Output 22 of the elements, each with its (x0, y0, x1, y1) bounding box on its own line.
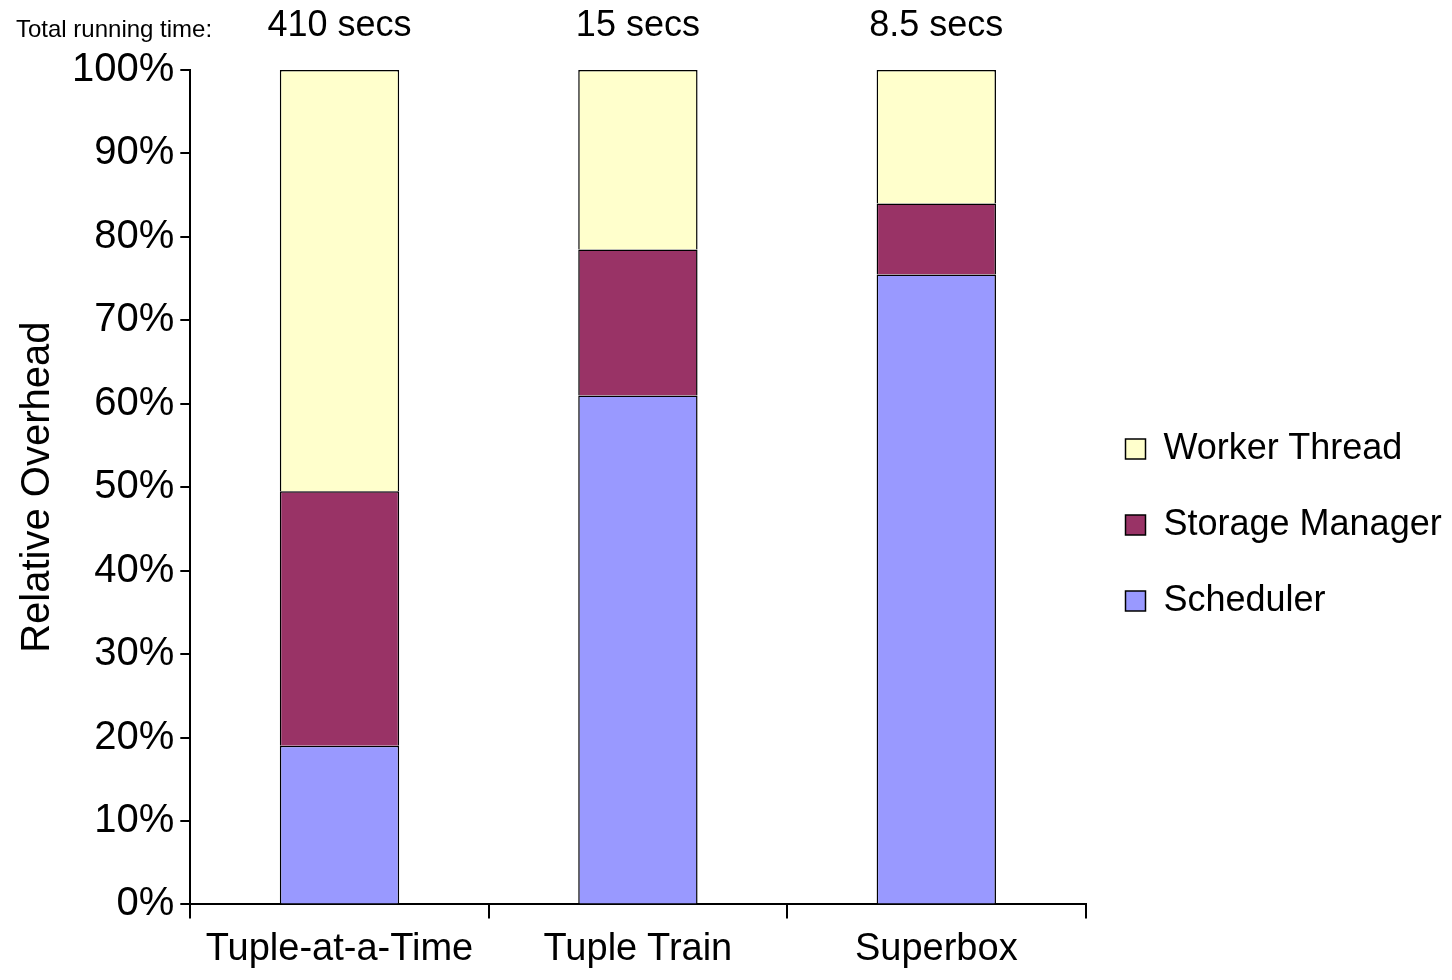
legend-label: Scheduler (1163, 577, 1326, 619)
y-tick-label: 40% (94, 545, 175, 590)
y-tick-label: 20% (94, 712, 175, 757)
x-tick-label: Superbox (854, 925, 1018, 968)
y-tick-label: 70% (94, 295, 175, 340)
y-tick-label: 80% (94, 211, 175, 256)
y-tick-label: 30% (94, 629, 175, 674)
y-tick-label: 0% (116, 879, 175, 924)
y-tick-label: 100% (71, 45, 175, 90)
text: 15 secs (575, 2, 700, 44)
text: 8.5 secs (869, 2, 1004, 44)
legend-label: Storage Manager (1163, 501, 1442, 543)
y-tick-label: 10% (94, 795, 175, 840)
y-tick-label: 90% (94, 128, 175, 173)
x-tick-label: Tuple Train (543, 925, 733, 968)
y-tick-label: 60% (94, 378, 175, 423)
legend-label: Worker Thread (1163, 425, 1403, 467)
y-tick-label: 50% (94, 462, 175, 507)
text: 410 secs (267, 2, 412, 44)
y-axis-title: Relative Overhead (13, 321, 58, 653)
x-tick-label: Tuple-at-a-Time (205, 925, 474, 968)
text: Total running time: (16, 14, 213, 42)
